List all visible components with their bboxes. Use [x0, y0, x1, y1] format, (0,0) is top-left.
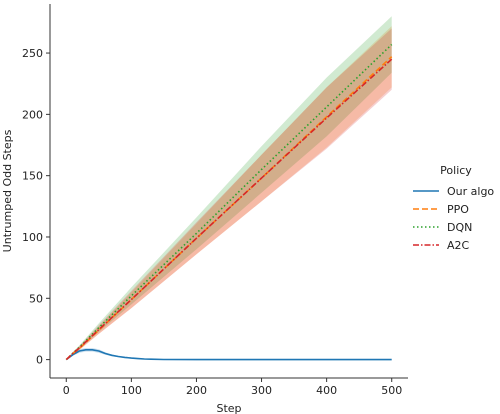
x-tick-label: 400: [316, 384, 337, 397]
series-lines: [65, 43, 393, 361]
y-tick-label: 250: [22, 47, 43, 60]
x-axis-label: Step: [216, 402, 241, 414]
band-ppo: [66, 26, 392, 360]
series-line-our-algo: [65, 348, 392, 361]
legend-label-our-algo: Our algo: [447, 185, 494, 198]
x-tick-label: 500: [381, 384, 402, 397]
legend: Policy Our algo PPO DQN A2C: [413, 164, 494, 252]
y-tick-label: 150: [22, 170, 43, 183]
band-our-algo: [66, 348, 392, 360]
y-ticks: 0 50 100 150 200 250: [22, 47, 50, 367]
x-tick-label: 0: [63, 384, 70, 397]
x-tick-label: 200: [186, 384, 207, 397]
legend-label-dqn: DQN: [447, 221, 472, 234]
legend-title: Policy: [440, 164, 472, 177]
legend-label-a2c: A2C: [447, 239, 470, 252]
y-tick-label: 50: [29, 292, 43, 305]
x-tick-label: 300: [251, 384, 272, 397]
series-line-a2c: [65, 58, 393, 361]
axes: 0 100 200 300 400 500 0 50 100 150 200 250: [22, 4, 408, 397]
y-axis-label: Untrumped Odd Steps: [1, 129, 14, 252]
legend-items: Our algo PPO DQN A2C: [413, 185, 494, 252]
y-tick-label: 0: [36, 354, 43, 367]
band-dqn: [66, 16, 392, 360]
x-tick-label: 100: [121, 384, 142, 397]
legend-label-ppo: PPO: [447, 203, 469, 216]
band-a2c: [66, 28, 392, 360]
x-ticks: 0 100 200 300 400 500: [63, 378, 402, 397]
y-tick-label: 100: [22, 231, 43, 244]
confidence-bands: [66, 16, 392, 360]
y-tick-label: 200: [22, 108, 43, 121]
